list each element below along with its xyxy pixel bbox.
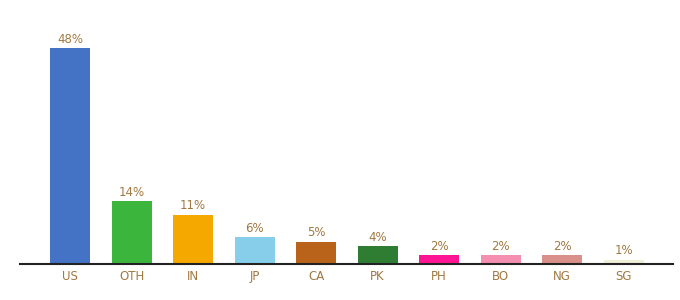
Text: 48%: 48%	[57, 33, 83, 46]
Text: 14%: 14%	[118, 186, 145, 199]
Text: 2%: 2%	[430, 240, 448, 253]
Bar	[235, 237, 275, 264]
Text: 2%: 2%	[553, 240, 571, 253]
Text: 6%: 6%	[245, 222, 264, 235]
Bar	[419, 255, 459, 264]
Bar	[481, 255, 520, 264]
Bar	[173, 214, 213, 264]
Bar	[296, 242, 336, 264]
Text: 5%: 5%	[307, 226, 325, 239]
Bar	[112, 201, 152, 264]
Bar	[542, 255, 582, 264]
Bar	[604, 260, 643, 264]
Bar	[358, 246, 398, 264]
Text: 2%: 2%	[491, 240, 510, 253]
Text: 4%: 4%	[369, 231, 387, 244]
Text: 11%: 11%	[180, 199, 206, 212]
Bar	[50, 48, 90, 264]
Text: 1%: 1%	[614, 244, 633, 257]
